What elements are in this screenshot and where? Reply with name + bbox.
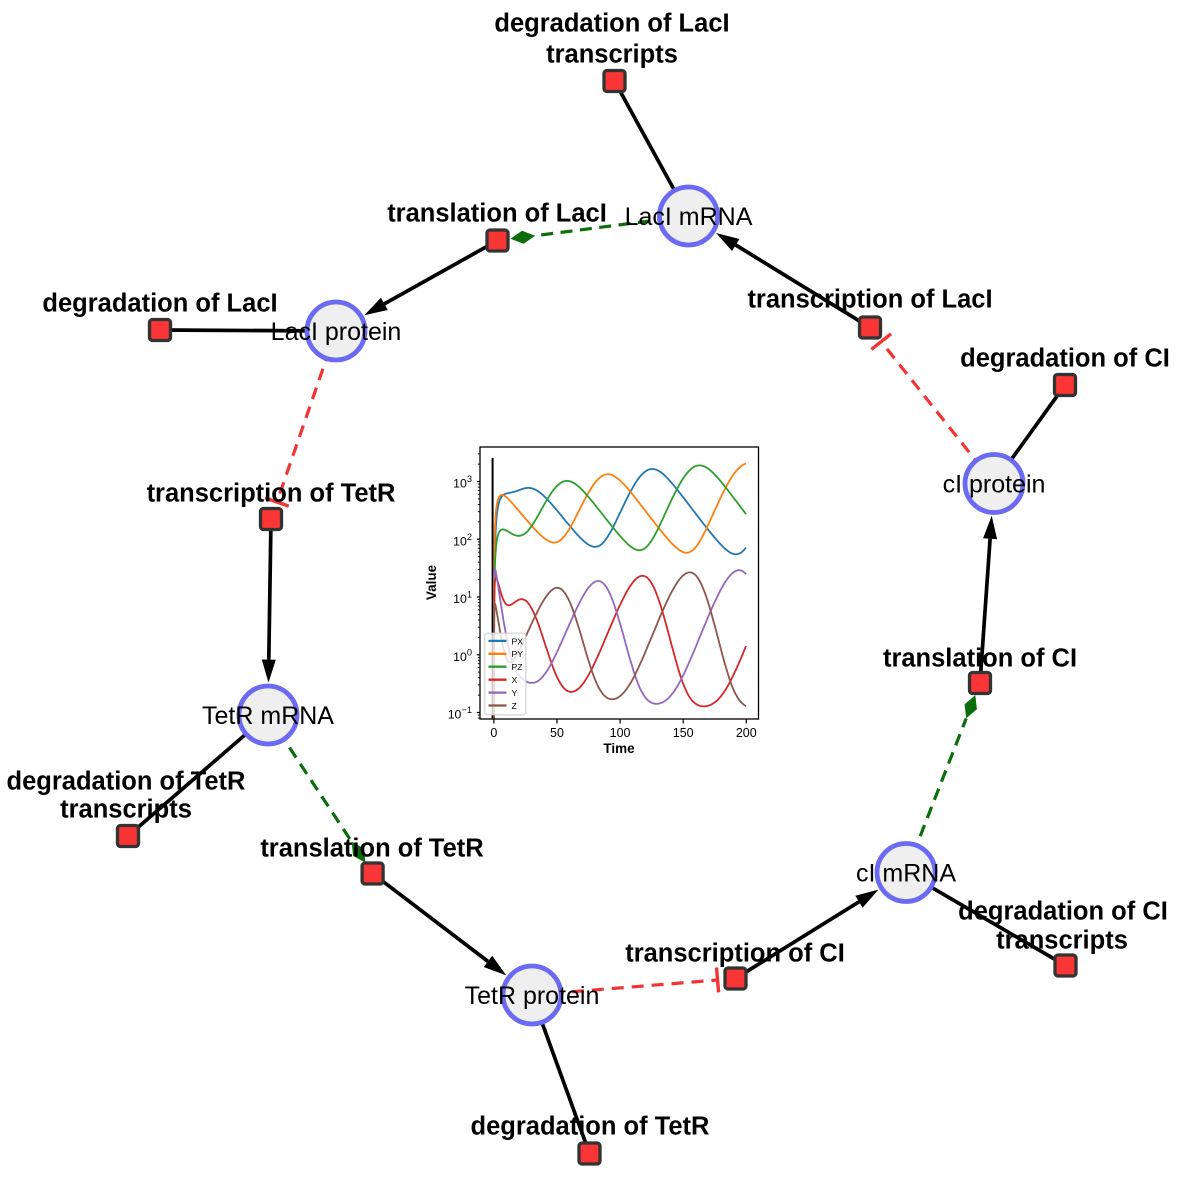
svg-text:PZ: PZ <box>512 662 524 672</box>
svg-text:PX: PX <box>512 636 524 646</box>
svg-text:Value: Value <box>424 564 439 600</box>
svg-text:transcripts: transcripts <box>60 796 192 824</box>
svg-text:cI mRNA: cI mRNA <box>856 860 956 888</box>
svg-text:degradation of CI: degradation of CI <box>958 898 1168 926</box>
svg-text:TetR mRNA: TetR mRNA <box>202 702 334 730</box>
svg-text:LacI protein: LacI protein <box>271 318 402 346</box>
svg-text:PY: PY <box>512 649 524 659</box>
svg-text:Time: Time <box>603 741 635 756</box>
svg-text:transcription of TetR: transcription of TetR <box>147 480 396 508</box>
svg-text:150: 150 <box>673 726 694 740</box>
svg-text:transcription of CI: transcription of CI <box>625 940 845 968</box>
svg-text:transcription of LacI: transcription of LacI <box>747 286 992 314</box>
svg-text:50: 50 <box>550 726 564 740</box>
svg-text:degradation of LacI: degradation of LacI <box>42 290 277 318</box>
svg-text:200: 200 <box>736 726 757 740</box>
svg-text:translation of TetR: translation of TetR <box>260 835 483 863</box>
svg-text:transcripts: transcripts <box>996 927 1128 955</box>
svg-text:100: 100 <box>610 726 631 740</box>
svg-text:degradation of TetR: degradation of TetR <box>471 1113 710 1141</box>
svg-text:Z: Z <box>512 701 518 711</box>
svg-text:translation of LacI: translation of LacI <box>387 200 607 228</box>
svg-text:degradation of LacI: degradation of LacI <box>494 10 729 38</box>
svg-text:degradation of TetR: degradation of TetR <box>7 768 246 796</box>
svg-text:translation of CI: translation of CI <box>883 645 1077 673</box>
svg-text:LacI mRNA: LacI mRNA <box>625 203 753 231</box>
svg-text:Y: Y <box>512 688 518 698</box>
svg-text:degradation of CI: degradation of CI <box>960 345 1170 373</box>
svg-text:transcripts: transcripts <box>546 41 678 69</box>
svg-text:0: 0 <box>490 726 497 740</box>
svg-text:X: X <box>512 675 518 685</box>
svg-text:TetR protein: TetR protein <box>465 982 600 1010</box>
svg-text:cI protein: cI protein <box>943 471 1046 499</box>
